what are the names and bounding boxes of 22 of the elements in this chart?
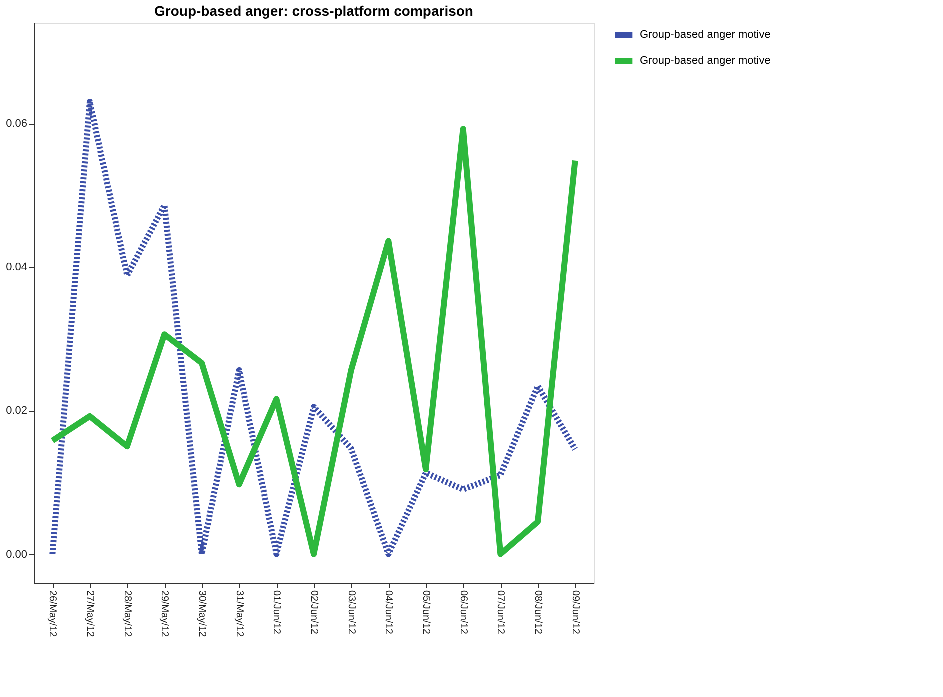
x-tick-label: 04/Jun/12 bbox=[383, 590, 394, 635]
x-tick-label: 05/Jun/12 bbox=[420, 590, 432, 635]
legend-label: Group-based anger motive bbox=[640, 29, 771, 41]
x-tick-label: 09/Jun/12 bbox=[570, 590, 581, 635]
x-tick-label: 08/Jun/12 bbox=[532, 590, 544, 635]
chart-title: Group-based anger: cross-platform comparison bbox=[154, 3, 474, 19]
y-tick-label: 0.00 bbox=[6, 548, 28, 561]
x-tick-label: 01/Jun/12 bbox=[271, 590, 282, 635]
y-tick-label: 0.02 bbox=[6, 405, 28, 418]
x-tick-label: 07/Jun/12 bbox=[495, 590, 506, 635]
x-tick-label: 27/May/12 bbox=[84, 590, 96, 638]
x-tick-label: 30/May/12 bbox=[196, 590, 208, 638]
x-tick-label: 29/May/12 bbox=[159, 590, 170, 638]
x-tick-label: 28/May/12 bbox=[122, 590, 133, 638]
x-tick-label: 06/Jun/12 bbox=[458, 590, 469, 635]
x-tick-label: 02/Jun/12 bbox=[308, 590, 320, 635]
x-tick-label: 03/Jun/12 bbox=[346, 590, 357, 635]
y-tick-label: 0.04 bbox=[6, 262, 28, 274]
y-tick-label: 0.06 bbox=[6, 118, 28, 130]
x-tick-label: 26/May/12 bbox=[47, 590, 58, 638]
x-tick-label: 31/May/12 bbox=[234, 590, 245, 638]
legend-label: Group-based anger motive bbox=[640, 55, 771, 67]
